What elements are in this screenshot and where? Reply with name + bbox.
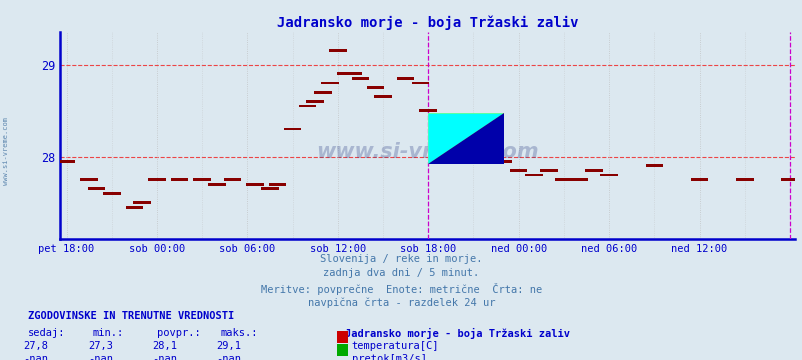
- Bar: [171, 178, 188, 181]
- Text: Jadransko morje - boja Tržaski zaliv: Jadransko morje - boja Tržaski zaliv: [345, 328, 569, 339]
- Bar: [103, 192, 120, 195]
- Text: sedaj:: sedaj:: [28, 328, 66, 338]
- Bar: [690, 178, 707, 181]
- Bar: [494, 160, 512, 163]
- Text: min.:: min.:: [92, 328, 124, 338]
- Bar: [434, 128, 452, 130]
- Bar: [539, 169, 557, 172]
- Text: zadnja dva dni / 5 minut.: zadnja dva dni / 5 minut.: [323, 268, 479, 278]
- Bar: [351, 77, 369, 80]
- Bar: [125, 206, 143, 208]
- Text: 27,3: 27,3: [87, 341, 113, 351]
- Text: navpična črta - razdelek 24 ur: navpična črta - razdelek 24 ur: [307, 297, 495, 307]
- Bar: [306, 100, 323, 103]
- Bar: [314, 91, 331, 94]
- Text: -nan: -nan: [23, 354, 49, 360]
- Text: Meritve: povprečne  Enote: metrične  Črta: ne: Meritve: povprečne Enote: metrične Črta:…: [261, 283, 541, 294]
- Bar: [321, 82, 338, 84]
- Bar: [329, 49, 346, 52]
- Bar: [223, 178, 241, 181]
- Text: www.si-vreme.com: www.si-vreme.com: [3, 117, 10, 185]
- Bar: [374, 95, 391, 98]
- Bar: [87, 188, 105, 190]
- Text: 28,1: 28,1: [152, 341, 177, 351]
- Text: 29,1: 29,1: [216, 341, 241, 351]
- Bar: [269, 183, 286, 186]
- Text: -nan: -nan: [87, 354, 113, 360]
- Bar: [148, 178, 165, 181]
- Bar: [193, 178, 211, 181]
- Bar: [367, 86, 384, 89]
- Bar: [261, 188, 278, 190]
- Bar: [780, 178, 798, 181]
- Polygon shape: [427, 113, 503, 164]
- Bar: [133, 201, 151, 204]
- Text: povpr.:: povpr.:: [156, 328, 200, 338]
- Text: maks.:: maks.:: [221, 328, 258, 338]
- Bar: [735, 178, 752, 181]
- Bar: [569, 178, 587, 181]
- Title: Jadransko morje - boja Tržaski zaliv: Jadransko morje - boja Tržaski zaliv: [277, 15, 577, 30]
- Bar: [411, 82, 429, 84]
- Text: Slovenija / reke in morje.: Slovenija / reke in morje.: [320, 254, 482, 264]
- Bar: [58, 160, 75, 163]
- Text: -nan: -nan: [216, 354, 241, 360]
- Bar: [464, 146, 482, 149]
- Bar: [209, 183, 225, 186]
- Bar: [427, 113, 503, 164]
- Text: -nan: -nan: [152, 354, 177, 360]
- Bar: [479, 150, 496, 153]
- Bar: [600, 174, 617, 176]
- Bar: [245, 183, 263, 186]
- Bar: [419, 109, 436, 112]
- Polygon shape: [427, 113, 503, 164]
- Bar: [525, 174, 542, 176]
- Bar: [336, 72, 354, 75]
- Bar: [298, 105, 316, 107]
- Bar: [645, 165, 662, 167]
- Text: pretok[m3/s]: pretok[m3/s]: [351, 354, 426, 360]
- Bar: [449, 137, 467, 140]
- Bar: [585, 169, 602, 172]
- Text: 27,8: 27,8: [23, 341, 49, 351]
- Bar: [343, 72, 361, 75]
- Bar: [80, 178, 98, 181]
- Text: www.si-vreme.com: www.si-vreme.com: [316, 143, 538, 162]
- Bar: [554, 178, 572, 181]
- Bar: [396, 77, 414, 80]
- Bar: [283, 128, 301, 130]
- Text: temperatura[C]: temperatura[C]: [351, 341, 439, 351]
- Bar: [509, 169, 527, 172]
- Text: ZGODOVINSKE IN TRENUTNE VREDNOSTI: ZGODOVINSKE IN TRENUTNE VREDNOSTI: [28, 311, 234, 321]
